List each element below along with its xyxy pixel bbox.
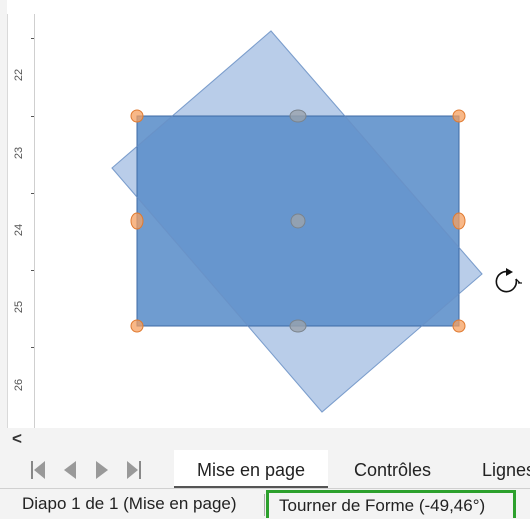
handle-middle-right[interactable] <box>452 212 466 230</box>
ruler-gutter <box>0 0 7 428</box>
handle-middle-left[interactable] <box>130 212 144 230</box>
slide-info: Diapo 1 de 1 (Mise en page) <box>22 494 237 513</box>
tab-lignes[interactable]: Lignes <box>482 460 530 480</box>
ruler-label: 26 <box>13 378 25 392</box>
tab-mise-en-page[interactable]: Mise en page <box>174 450 328 488</box>
shape-layer <box>111 30 522 413</box>
ruler-tick <box>31 347 34 348</box>
ruler-tick <box>31 270 34 271</box>
ruler-label: 22 <box>13 68 25 82</box>
last-slide-icon[interactable] <box>124 459 144 481</box>
scroll-left-button[interactable]: < <box>12 429 22 448</box>
ruler-label: 25 <box>13 300 25 314</box>
vertical-ruler[interactable]: 22 23 24 25 26 <box>0 0 36 428</box>
status-separator <box>264 494 265 516</box>
previous-slide-icon[interactable] <box>60 459 80 481</box>
status-action-text: Tourner de Forme (-49,46°) <box>266 490 516 518</box>
slide-canvas[interactable] <box>36 0 530 428</box>
handle-bottom-left[interactable] <box>130 319 144 333</box>
horizontal-scroll-area: < <box>0 428 530 450</box>
handle-bottom-right[interactable] <box>452 319 466 333</box>
next-slide-icon[interactable] <box>92 459 112 481</box>
ruler-track <box>7 14 35 428</box>
status-bar: Diapo 1 de 1 (Mise en page) Tourner de F… <box>0 488 530 519</box>
rotation-preview-outline <box>111 30 483 413</box>
tab-controles[interactable]: Contrôles <box>354 460 432 480</box>
first-slide-icon[interactable] <box>28 459 48 481</box>
ruler-label: 24 <box>13 223 25 237</box>
handle-top-right[interactable] <box>452 109 466 123</box>
rotate-cursor-icon <box>495 268 522 293</box>
ruler-tick <box>31 116 34 117</box>
rotation-pivot-handle[interactable] <box>290 213 306 229</box>
handle-bottom-center[interactable] <box>289 319 307 333</box>
ruler-tick <box>31 38 34 39</box>
ruler-label: 23 <box>13 146 25 160</box>
handle-top-center[interactable] <box>289 109 307 123</box>
handle-top-left[interactable] <box>130 109 144 123</box>
ruler-tick <box>31 193 34 194</box>
sheet-tab-bar: Mise en page Contrôles Lignes <box>0 450 530 488</box>
